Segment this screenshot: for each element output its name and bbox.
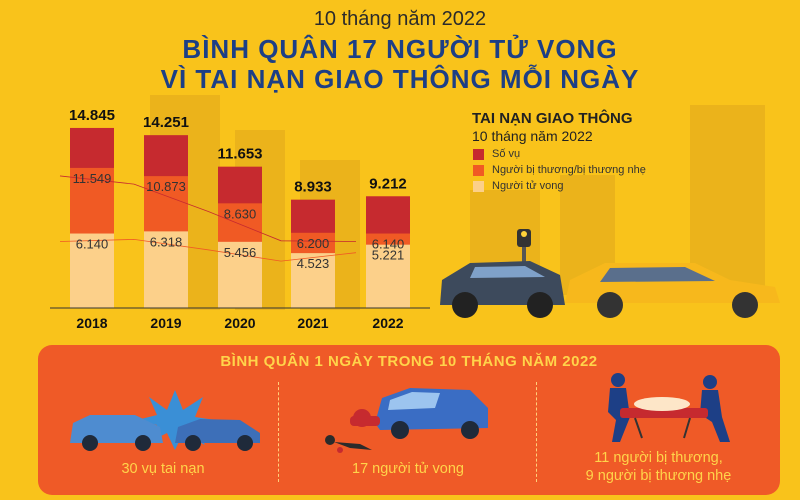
daily-average-title: BÌNH QUÂN 1 NGÀY TRONG 10 THÁNG NĂM 2022 <box>220 353 598 370</box>
x-tick-label-2019: 2019 <box>150 315 181 331</box>
data-label-so-vu-2018: 14.845 <box>69 107 115 124</box>
pedestrian-accident-icon <box>325 388 488 453</box>
data-label-tu-vong-2021: 4.523 <box>297 256 330 271</box>
car-crash-icon <box>70 390 260 451</box>
bar-tu-vong-2021 <box>291 253 335 308</box>
stat-accidents: 30 vụ tai nạn <box>121 461 205 477</box>
panel-divider <box>278 382 279 482</box>
data-label-so-vu-2019: 14.251 <box>143 114 189 131</box>
legend-swatch <box>473 180 484 192</box>
legend-subtitle: 10 tháng năm 2022 <box>472 128 593 144</box>
data-label-tu-vong-2019: 6.318 <box>150 234 183 249</box>
stat-deaths: 17 người tử vong <box>352 461 464 477</box>
stat-injured-line2: 9 người bị thương nhẹ <box>585 468 732 484</box>
data-label-bi-thuong-2022: 6.140 <box>372 237 405 252</box>
x-tick-label-2022: 2022 <box>372 315 403 331</box>
legend-label: Người tử vong <box>492 180 564 192</box>
legend-title: TAI NẠN GIAO THÔNG <box>472 110 633 127</box>
data-label-bi-thuong-2021: 6.200 <box>297 236 330 251</box>
data-label-so-vu-2021: 8.933 <box>294 179 332 196</box>
x-tick-label-2018: 2018 <box>76 315 107 331</box>
data-label-so-vu-2022: 9.212 <box>369 175 407 192</box>
data-label-tu-vong-2020: 5.456 <box>224 245 257 260</box>
data-label-tu-vong-2018: 6.140 <box>76 237 109 252</box>
injured-stretcher-icon <box>608 373 730 442</box>
series-line-tu-vong <box>59 238 357 262</box>
page-subtitle: 10 tháng năm 2022 <box>313 8 487 30</box>
legend-swatch <box>473 164 484 176</box>
page-title-line2: VÌ TAI NẠN GIAO THÔNG MỖI NGÀY <box>160 64 640 94</box>
bar-tu-vong-2022 <box>366 244 410 308</box>
data-label-tu-vong-2022: 5.221 <box>372 248 405 263</box>
legend-item-so-vu: Số vụ <box>473 148 520 160</box>
bar-chart: 14.845 14.251 11.653 8.933 9.212 11.549 10.873… <box>50 107 430 331</box>
legend-label: Người bị thương/bị thương nhẹ <box>492 164 646 176</box>
legend-swatch <box>473 148 484 160</box>
data-label-bi-thuong-2020: 8.630 <box>224 206 257 221</box>
x-tick-label-2020: 2020 <box>224 315 255 331</box>
legend-label: Số vụ <box>492 148 521 160</box>
stat-injured: 11 người bị thương, 9 người bị thương nh… <box>537 449 780 485</box>
legend-item-bi-thuong: Người bị thương/bị thương nhẹ <box>473 164 646 176</box>
page-title-line1: BÌNH QUÂN 17 NGƯỜI TỬ VONG <box>182 34 618 64</box>
legend-item-tu-vong: Người tử vong <box>473 180 563 192</box>
data-label-so-vu-2020: 11.653 <box>217 146 262 163</box>
bar-tu-vong-2018 <box>70 233 114 308</box>
stat-injured-line1: 11 người bị thương, <box>594 450 723 466</box>
car-crash-illustration <box>440 229 780 318</box>
x-tick-label-2021: 2021 <box>297 315 328 331</box>
series-line-bi-thuong <box>59 175 357 242</box>
panel-divider <box>536 382 537 482</box>
data-label-bi-thuong-2019: 10.873 <box>146 179 186 194</box>
data-label-bi-thuong-2018: 11.549 <box>73 171 112 186</box>
